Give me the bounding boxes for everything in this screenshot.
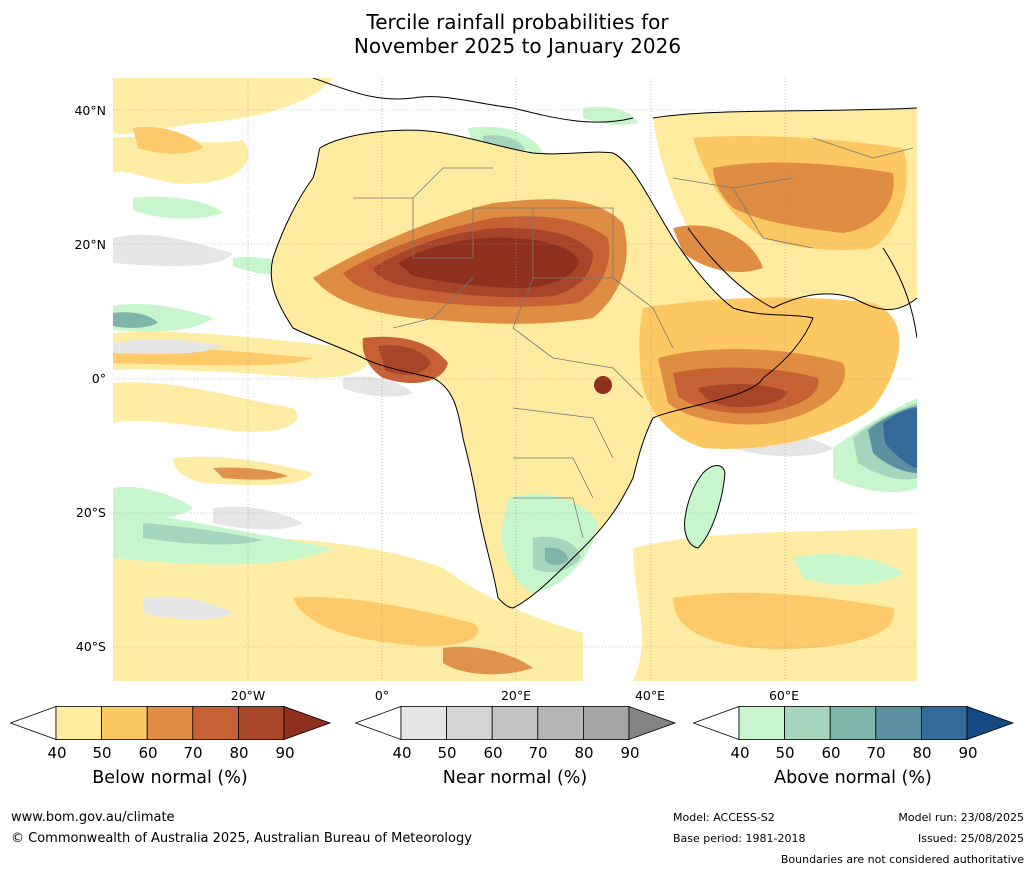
footer-copyright: © Commonwealth of Australia 2025, Austra…: [11, 831, 472, 846]
footer-model-run: Model run: 23/08/2025: [898, 811, 1024, 824]
below-colorbar-high-extend: [283, 706, 332, 740]
near-tick-90: 90: [620, 744, 640, 762]
footer-url[interactable]: www.bom.gov.au/climate: [11, 810, 175, 825]
near-tick-80: 80: [574, 744, 594, 762]
below-colorbar-bin-1: [55, 706, 102, 740]
above-colorbar-bin-4: [875, 706, 922, 740]
map-title: Tercile rainfall probabilities for Novem…: [0, 10, 1035, 58]
below-normal-colorbar: [10, 706, 332, 740]
near-normal-colorbar: [355, 706, 677, 740]
rainfall-probability-map: [113, 78, 917, 681]
lat-label-0: 0°: [91, 371, 106, 386]
lat-label-40n: 40°N: [74, 103, 106, 118]
below-colorbar-bin-4: [192, 706, 239, 740]
near-tick-60: 60: [483, 744, 503, 762]
above-tick-70: 70: [866, 744, 886, 762]
graticule: [113, 78, 917, 681]
sahel-dry-core: [313, 199, 627, 324]
below-normal-colorbar-svg: [10, 706, 332, 740]
below-tick-70: 70: [183, 744, 203, 762]
near-tick-40: 40: [392, 744, 412, 762]
title-line-2: November 2025 to January 2026: [353, 34, 682, 58]
above-colorbar-bin-5: [920, 706, 968, 740]
lat-label-40s: 40°S: [75, 639, 106, 654]
near-colorbar-bin-5: [582, 706, 630, 740]
above-normal-colorbar-svg: [693, 706, 1015, 740]
lat-label-20s: 20°S: [75, 505, 106, 520]
above-tick-40: 40: [730, 744, 750, 762]
below-tick-80: 80: [229, 744, 249, 762]
near-tick-70: 70: [528, 744, 548, 762]
map-canvas: [113, 78, 917, 681]
near-tick-50: 50: [437, 744, 457, 762]
near-colorbar-low-extend: [355, 706, 402, 740]
above-tick-60: 60: [821, 744, 841, 762]
near-normal-title: Near normal (%): [442, 768, 588, 788]
below-normal-title: Below normal (%): [92, 768, 248, 788]
above-colorbar-low-extend: [693, 706, 740, 740]
above-colorbar-bin-2: [784, 706, 831, 740]
below-tick-50: 50: [92, 744, 112, 762]
above-normal-colorbar: [693, 706, 1015, 740]
near-normal-colorbar-svg: [355, 706, 677, 740]
ocean-below-normal-patches: [113, 78, 917, 681]
above-tick-50: 50: [775, 744, 795, 762]
above-colorbar-bin-1: [738, 706, 785, 740]
below-tick-60: 60: [138, 744, 158, 762]
lon-label-40e: 40°E: [634, 688, 666, 703]
lat-label-20n: 20°N: [74, 237, 106, 252]
near-colorbar-bin-4: [537, 706, 584, 740]
lon-label-60e: 60°E: [768, 688, 800, 703]
title-line-1: Tercile rainfall probabilities for: [366, 10, 669, 34]
near-colorbar-bin-1: [400, 706, 447, 740]
below-colorbar-bin-2: [101, 706, 148, 740]
near-colorbar-bin-2: [446, 706, 493, 740]
lon-label-20w: 20°W: [230, 688, 266, 703]
lon-label-20e: 20°E: [500, 688, 532, 703]
below-tick-90: 90: [275, 744, 295, 762]
footer-issued: Issued: 25/08/2025: [917, 832, 1024, 845]
above-tick-90: 90: [958, 744, 978, 762]
footer-base-period: Base period: 1981-2018: [673, 832, 806, 845]
below-colorbar-bin-5: [237, 706, 285, 740]
footer-disclaimer: Boundaries are not considered authoritat…: [780, 853, 1024, 866]
above-colorbar-high-extend: [966, 706, 1015, 740]
below-tick-40: 40: [47, 744, 67, 762]
coastlines: [270, 78, 917, 609]
near-colorbar-high-extend: [628, 706, 677, 740]
madagascar: [684, 465, 725, 548]
above-tick-80: 80: [912, 744, 932, 762]
lon-label-0: 0°: [374, 688, 390, 703]
near-colorbar-bin-3: [491, 706, 539, 740]
below-colorbar-low-extend: [10, 706, 57, 740]
above-normal-title: Above normal (%): [774, 768, 932, 788]
footer-model: Model: ACCESS-S2: [673, 811, 775, 824]
above-colorbar-bin-3: [829, 706, 877, 740]
country-borders: [353, 137, 914, 539]
below-colorbar-bin-3: [146, 706, 194, 740]
